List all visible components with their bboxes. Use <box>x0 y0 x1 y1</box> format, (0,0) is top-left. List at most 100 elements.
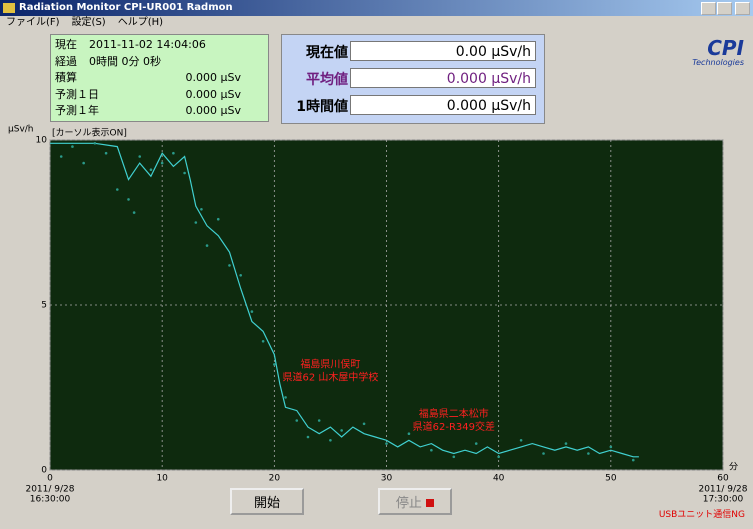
x-tick-label: 60 <box>717 474 729 484</box>
data-point <box>452 455 456 459</box>
annotation: 福島県川俣町 <box>300 357 360 370</box>
maximize-button[interactable] <box>717 2 732 15</box>
reading-label: 現在値 <box>306 45 348 61</box>
data-point <box>542 452 545 455</box>
start-button[interactable]: 開始 <box>230 488 304 515</box>
data-point <box>306 435 310 439</box>
logo: CPI Technologies <box>672 38 744 70</box>
info-value: 0.000 μSv <box>185 71 241 84</box>
logo-name: CPI <box>707 36 744 60</box>
data-point <box>127 198 130 201</box>
stop-label: 停止 <box>395 496 422 511</box>
x-tick-label: 0 <box>47 474 53 484</box>
start-time: 16:30:00 <box>30 495 71 505</box>
minimize-button[interactable] <box>701 2 716 15</box>
data-point <box>407 432 411 436</box>
data-point <box>104 151 108 155</box>
logo-sub: Technologies <box>692 58 744 67</box>
x-tick-label: 20 <box>269 474 281 484</box>
data-point <box>385 442 388 445</box>
info-label: 経過 <box>55 54 77 68</box>
data-point <box>295 419 299 422</box>
data-point <box>284 396 287 399</box>
data-point <box>132 211 136 214</box>
y-tick-label: 0 <box>41 466 47 476</box>
data-point <box>609 445 613 449</box>
stop-button[interactable]: 停止 <box>378 488 452 515</box>
reading-value: 0.00 μSv/h <box>350 41 536 61</box>
data-point <box>430 448 433 452</box>
window-controls <box>700 2 750 21</box>
data-point <box>200 208 203 211</box>
data-point <box>273 363 276 366</box>
y-tick-label: 10 <box>36 136 48 146</box>
window-title: Radiation Monitor CPI-UR001 Radmon <box>19 2 233 13</box>
close-button[interactable] <box>735 2 750 15</box>
data-line <box>50 142 639 458</box>
start-date: 2011/ 9/28 <box>25 485 74 495</box>
reading-value: 0.000 μSv/h <box>350 95 536 115</box>
data-point <box>82 161 85 165</box>
annotation: 県道62 山木屋中学校 <box>282 370 378 383</box>
data-point <box>59 155 63 158</box>
data-point <box>329 439 332 442</box>
menu-item[interactable]: ファイル(F) <box>6 17 60 28</box>
info-value: 0時間 0分 0秒 <box>89 54 161 68</box>
status: USBユニット通信NG <box>658 510 745 520</box>
x-tick-label: 40 <box>493 474 505 484</box>
menu-item[interactable]: ヘルプ(H) <box>117 17 164 28</box>
data-point <box>261 340 265 343</box>
data-point <box>71 145 74 148</box>
stop-icon <box>426 499 435 507</box>
data-point <box>228 264 231 267</box>
data-point <box>587 452 590 455</box>
info-label: 予測１日 <box>55 87 99 101</box>
end-date: 2011/ 9/28 <box>698 485 747 495</box>
data-point <box>564 442 568 445</box>
annotation: 県道62-R349交差 <box>413 420 495 433</box>
data-point <box>183 171 186 175</box>
data-point <box>362 422 366 426</box>
data-point <box>631 458 635 462</box>
menu-item[interactable]: 設定(S) <box>71 17 106 28</box>
info-value: 2011-11-02 14:04:06 <box>89 38 206 51</box>
data-point <box>239 274 242 277</box>
data-point <box>194 221 198 224</box>
y-axis-label: μSv/h <box>8 125 34 135</box>
data-point <box>474 442 478 445</box>
x-tick-label: 50 <box>605 474 617 484</box>
readings-panel: 現在値 0.00 μSv/h 平均値 0.000 μSv/h 1時間値 0.000 μSv… <box>281 34 545 124</box>
info-label: 予測１年 <box>55 104 99 117</box>
x-tick-label: 10 <box>156 474 168 484</box>
end-time: 17:30:00 <box>703 495 744 505</box>
data-point <box>138 155 142 158</box>
data-point <box>216 217 220 221</box>
x-tick-label: 30 <box>381 474 393 484</box>
data-point <box>250 310 254 313</box>
data-point <box>172 151 175 155</box>
data-point <box>205 244 209 247</box>
info-label: 積算 <box>55 71 77 84</box>
data-point <box>93 142 97 145</box>
data-point <box>317 419 321 422</box>
menu-bar: ファイル(F) 設定(S) ヘルプ(H) <box>0 16 753 30</box>
data-point <box>340 429 343 432</box>
info-label: 現在 <box>55 38 77 51</box>
x-axis-label: 分 <box>729 462 738 473</box>
data-point <box>497 455 500 459</box>
reading-label: 平均値 <box>306 72 348 88</box>
info-panel: 現在 2011-11-02 14:04:06 経過 0時間 0分 0秒 積算 0.000 … <box>50 34 269 122</box>
app-icon <box>3 3 15 13</box>
data-point <box>160 161 164 165</box>
info-value: 0.000 μSv <box>185 104 241 117</box>
info-value: 0.000 μSv <box>185 87 241 101</box>
annotation: 福島県二本松市 <box>419 407 489 420</box>
data-point <box>519 439 523 442</box>
data-point <box>149 168 153 171</box>
title-bar: Radiation Monitor CPI-UR001 Radmon <box>0 0 753 16</box>
reading-label: 1時間値 <box>296 99 348 115</box>
cursor-note: [カーソル表示ON] <box>52 128 127 139</box>
y-tick-label: 5 <box>41 301 47 311</box>
